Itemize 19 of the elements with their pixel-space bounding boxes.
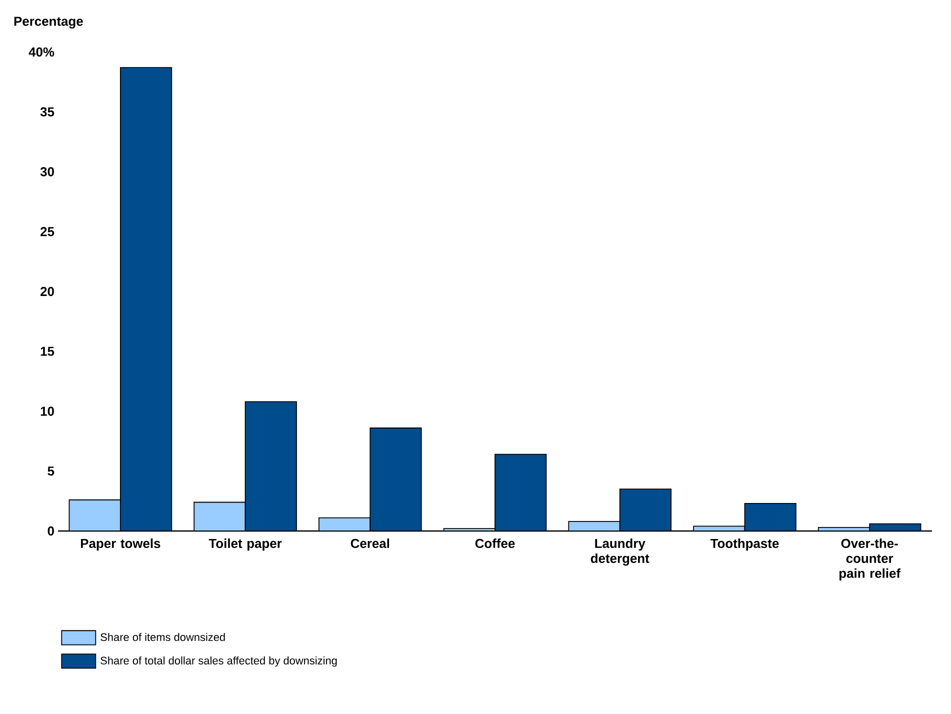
x-tick-label: Over-the-counter pain relief <box>839 538 901 580</box>
y-tick-label: 30 <box>40 167 54 176</box>
y-tick-label: 35 <box>40 107 54 116</box>
y-tick-label: 0 <box>48 526 54 536</box>
x-tick-label: Laundry detergent <box>590 538 650 566</box>
legend-label: Share of items downsized <box>100 632 225 642</box>
y-tick-label: 20 <box>40 286 54 296</box>
y-axis-title: Percentage <box>14 16 83 28</box>
x-tick-label: Cereal <box>350 538 390 548</box>
x-tick-label: Toothpaste <box>710 538 779 551</box>
y-tick-label: 5 <box>48 466 54 476</box>
x-tick-label: Paper towels <box>80 538 160 551</box>
y-tick-label: 15 <box>40 346 54 356</box>
x-tick-label: Coffee <box>475 538 515 548</box>
legend-label: Share of total dollar sales affected by downsizing <box>100 656 337 667</box>
y-tick-label: 10 <box>40 406 54 416</box>
x-tick-label: Toilet paper <box>208 538 282 551</box>
y-tick-label: 40% <box>28 47 54 57</box>
y-tick-label: 25 <box>40 227 54 236</box>
